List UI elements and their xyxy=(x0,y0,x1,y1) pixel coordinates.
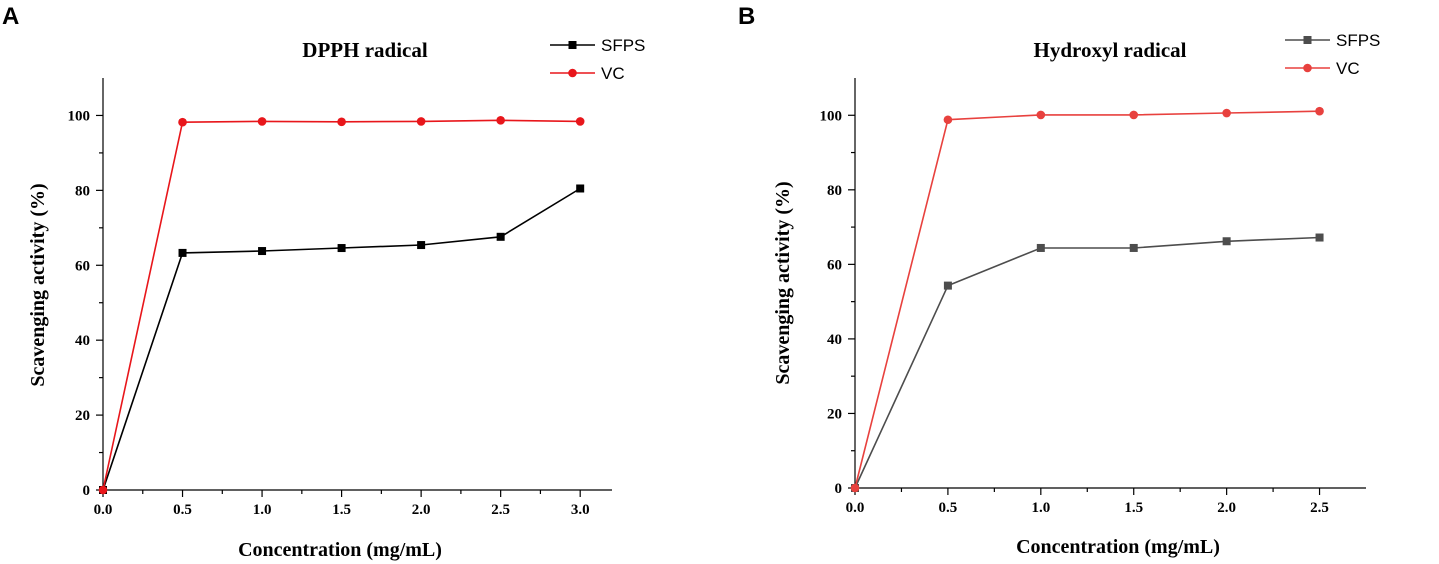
y-tick-label: 100 xyxy=(820,108,843,124)
x-tick-label: 2.5 xyxy=(1310,500,1329,516)
data-point-sfps xyxy=(1036,243,1045,252)
y-axis-title-a: Scavenging activity (%) xyxy=(27,183,49,386)
data-point-vc xyxy=(98,485,108,495)
data-point-sfps xyxy=(496,232,505,241)
x-tick-label: 3.0 xyxy=(571,502,590,518)
y-tick-label: 0 xyxy=(835,481,843,497)
data-point-sfps xyxy=(337,244,346,253)
data-point-vc xyxy=(496,116,505,125)
data-point-sfps xyxy=(417,241,426,250)
legend-marker-sfps xyxy=(1303,36,1312,44)
data-point-sfps xyxy=(258,247,267,256)
y-tick-label: 40 xyxy=(75,333,90,349)
y-tick-label: 20 xyxy=(827,406,842,422)
panel-letter-a: A xyxy=(2,3,19,30)
x-tick-label: 2.0 xyxy=(1217,500,1236,516)
x-tick-label: 0.0 xyxy=(846,500,865,516)
y-tick-label: 80 xyxy=(75,183,90,199)
data-point-sfps xyxy=(943,281,952,290)
data-point-vc xyxy=(850,483,860,493)
legend-label-sfps: SFPS xyxy=(1336,31,1380,50)
data-point-sfps xyxy=(178,248,187,257)
x-tick-label: 0.5 xyxy=(939,500,958,516)
panel-a: A DPPH radical Concentration (mg/mL) Sca… xyxy=(2,3,645,561)
x-tick-label: 1.5 xyxy=(332,502,351,518)
data-point-vc xyxy=(1222,108,1231,118)
data-point-vc xyxy=(1315,106,1324,116)
y-tick-label: 60 xyxy=(827,257,842,273)
series-line-vc xyxy=(102,119,581,491)
data-point-vc xyxy=(416,117,426,126)
data-point-sfps xyxy=(1129,243,1138,252)
x-tick-label: 1.5 xyxy=(1124,500,1143,516)
legend-marker-vc xyxy=(1303,63,1312,73)
legend-label-vc: VC xyxy=(601,64,625,83)
x-tick-label: 0.5 xyxy=(173,502,192,518)
data-point-vc xyxy=(1036,110,1046,120)
chart-title-hydroxyl: Hydroxyl radical xyxy=(1033,38,1186,62)
chart-title-dpph: DPPH radical xyxy=(302,38,428,62)
data-point-vc xyxy=(337,117,346,127)
x-axis-title-b: Concentration (mg/mL) xyxy=(1016,536,1220,558)
legend-b: SFPS VC xyxy=(1285,31,1380,78)
x-tick-label: 2.5 xyxy=(491,502,510,518)
data-point-vc xyxy=(1129,110,1139,120)
panel-letter-b: B xyxy=(738,3,755,30)
x-tick-label: 1.0 xyxy=(1031,500,1050,516)
y-tick-label: 60 xyxy=(75,258,90,274)
legend-a: SFPS VC xyxy=(550,36,645,83)
series-line-sfps xyxy=(102,187,581,491)
legend-marker-sfps xyxy=(568,41,577,49)
series-line-sfps xyxy=(854,236,1320,489)
data-point-vc xyxy=(575,117,585,126)
series-line-vc xyxy=(854,110,1320,489)
x-tick-label: 2.0 xyxy=(412,502,431,518)
y-tick-label: 100 xyxy=(68,108,91,124)
legend-label-sfps: SFPS xyxy=(601,36,645,55)
data-point-sfps xyxy=(1222,237,1231,246)
y-axis-title-b: Scavenging activity (%) xyxy=(772,181,794,384)
data-point-sfps xyxy=(1315,233,1324,242)
y-tick-label: 20 xyxy=(75,408,90,424)
data-point-sfps xyxy=(576,184,585,193)
legend-label-vc: VC xyxy=(1336,59,1360,78)
y-tick-label: 0 xyxy=(83,483,91,499)
plot-area-b xyxy=(850,106,1324,493)
data-point-vc xyxy=(178,117,187,127)
legend-marker-vc xyxy=(568,68,577,78)
x-axis-title-a: Concentration (mg/mL) xyxy=(238,539,442,561)
axes-b: 0.0 0.5 1.0 1.5 2.0 2.5 0 20 40 60 80 100 xyxy=(820,78,1366,516)
plot-area-a xyxy=(98,116,585,495)
panel-b: B Hydroxyl radical Concentration (mg/mL)… xyxy=(738,3,1380,558)
data-point-vc xyxy=(943,115,953,125)
x-tick-label: 0.0 xyxy=(94,502,113,518)
y-tick-label: 40 xyxy=(827,332,842,348)
axes-a: 0.0 0.5 1.0 1.5 2.0 2.5 3.0 0 20 40 60 80 100 xyxy=(68,78,612,518)
data-point-vc xyxy=(257,117,267,126)
y-tick-label: 80 xyxy=(827,183,842,199)
x-tick-label: 1.0 xyxy=(253,502,272,518)
